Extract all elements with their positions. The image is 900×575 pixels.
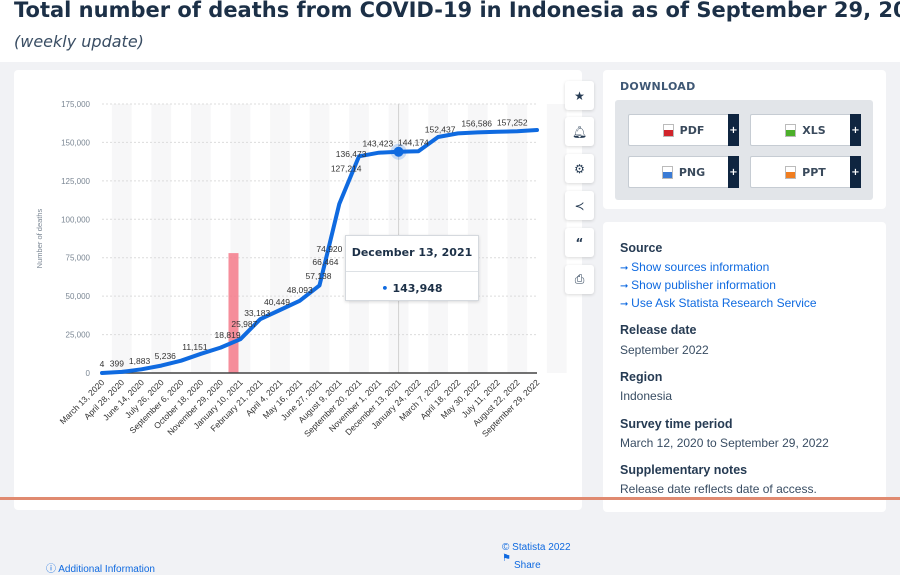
xls-file-icon bbox=[785, 124, 796, 137]
data-label: 156,586 bbox=[461, 118, 492, 128]
y-tick-label: 150,000 bbox=[61, 138, 90, 147]
favorite-button[interactable]: ★ bbox=[565, 81, 594, 110]
y-tick-label: 125,000 bbox=[61, 177, 90, 186]
download-ppt-button[interactable]: PPT + bbox=[750, 156, 861, 188]
star-icon: ★ bbox=[574, 89, 585, 103]
data-label: 18,819 bbox=[215, 330, 241, 340]
chart-card: 0 25,000 50,000 75,000 100,000 125,000 150,000… bbox=[14, 70, 582, 510]
print-icon: ⎙ bbox=[575, 272, 585, 287]
data-label: 157,252 bbox=[497, 117, 528, 127]
plus-icon[interactable]: + bbox=[728, 114, 739, 146]
y-tick-label: 100,000 bbox=[61, 215, 90, 224]
release-date-heading: Release date bbox=[620, 323, 696, 337]
header: Total number of deaths from COVID-19 in … bbox=[0, 0, 900, 62]
data-label: 1,883 bbox=[129, 356, 151, 366]
download-png-button[interactable]: PNG + bbox=[628, 156, 739, 188]
additional-information-link[interactable]: ⓘ Additional Information bbox=[46, 560, 155, 575]
source-heading: Source bbox=[620, 241, 662, 255]
highlight-bar bbox=[228, 253, 238, 373]
download-title: DOWNLOAD bbox=[620, 80, 696, 93]
info-icon: ⓘ bbox=[46, 564, 56, 575]
data-label: 152,437 bbox=[425, 125, 456, 135]
share-button[interactable]: ≺ bbox=[565, 191, 594, 220]
grid-band bbox=[547, 104, 567, 373]
data-label: 40,449 bbox=[264, 297, 290, 307]
xls-label: XLS bbox=[802, 124, 825, 137]
supplementary-notes-heading: Supplementary notes bbox=[620, 463, 747, 477]
notification-button[interactable]: 🔔︎ bbox=[565, 117, 594, 146]
ppt-file-icon bbox=[785, 166, 796, 179]
quote-icon: “ bbox=[576, 236, 584, 250]
copyright-text: © Statista 2022 bbox=[502, 542, 571, 553]
data-label: 5,236 bbox=[155, 351, 177, 361]
settings-button[interactable]: ⚙ bbox=[565, 154, 594, 183]
data-label: 4 bbox=[100, 359, 105, 369]
flag-icon: ⚑ bbox=[502, 553, 511, 564]
page-title: Total number of deaths from COVID-19 in … bbox=[14, 0, 900, 22]
download-card: DOWNLOAD PDF + XLS + PNG + PPT + bbox=[603, 70, 886, 209]
pdf-label: PDF bbox=[680, 124, 705, 137]
show-sources-link[interactable]: Show sources information bbox=[620, 260, 769, 274]
region-value: Indonesia bbox=[620, 389, 672, 403]
grid-band bbox=[270, 104, 290, 373]
show-publisher-link[interactable]: Show publisher information bbox=[620, 278, 776, 292]
y-tick-label: 175,000 bbox=[61, 100, 90, 109]
y-tick-label: 50,000 bbox=[66, 292, 91, 301]
supplementary-notes-value: Release date reflects date of access. bbox=[620, 482, 817, 496]
share-icon: ≺ bbox=[574, 199, 584, 213]
grid-band bbox=[112, 104, 132, 373]
pdf-file-icon bbox=[663, 124, 674, 137]
png-label: PNG bbox=[679, 166, 705, 179]
download-pdf-button[interactable]: PDF + bbox=[628, 114, 739, 146]
cite-button[interactable]: “ bbox=[565, 228, 594, 257]
data-label: 33,183 bbox=[244, 308, 270, 318]
grid-band bbox=[507, 104, 527, 373]
data-label: 57,138 bbox=[306, 271, 332, 281]
gear-icon: ⚙ bbox=[574, 162, 585, 176]
print-button[interactable]: ⎙ bbox=[565, 265, 594, 294]
download-xls-button[interactable]: XLS + bbox=[750, 114, 861, 146]
chart-tooltip: December 13, 2021 143,948 bbox=[345, 235, 479, 301]
plus-icon[interactable]: + bbox=[850, 156, 861, 188]
page-subtitle: (weekly update) bbox=[14, 32, 144, 51]
download-options: PDF + XLS + PNG + PPT + bbox=[615, 100, 873, 200]
survey-period-value: March 12, 2020 to September 29, 2022 bbox=[620, 436, 829, 450]
line-chart: 0 25,000 50,000 75,000 100,000 125,000 150,000… bbox=[14, 70, 582, 510]
data-label: 399 bbox=[110, 358, 124, 368]
region-heading: Region bbox=[620, 370, 662, 384]
data-label: 11,151 bbox=[182, 342, 208, 352]
bell-icon: 🔔︎ bbox=[572, 125, 587, 139]
info-card: Source Show sources information Show pub… bbox=[603, 222, 886, 512]
data-label: 74,920 bbox=[316, 244, 342, 254]
grid-band bbox=[310, 104, 330, 373]
additional-information-label: Additional Information bbox=[58, 564, 155, 575]
y-tick-label: 75,000 bbox=[66, 254, 91, 263]
png-image-icon bbox=[662, 166, 673, 179]
ask-statista-link[interactable]: Use Ask Statista Research Service bbox=[620, 296, 817, 310]
grid-band bbox=[151, 104, 171, 373]
data-label: 25,987 bbox=[231, 319, 257, 329]
data-label: 48,093 bbox=[287, 285, 313, 295]
data-label: 127,214 bbox=[331, 163, 362, 173]
plus-icon[interactable]: + bbox=[728, 156, 739, 188]
hover-point bbox=[394, 147, 404, 157]
data-label: 136,473 bbox=[336, 149, 367, 159]
data-label: 66,464 bbox=[312, 257, 338, 267]
grid-band bbox=[191, 104, 211, 373]
data-label: 143,423 bbox=[362, 139, 393, 149]
tooltip-divider bbox=[346, 271, 478, 272]
release-date-value: September 2022 bbox=[620, 343, 709, 357]
y-tick-label: 0 bbox=[86, 369, 91, 378]
share-link[interactable]: Share bbox=[514, 560, 541, 571]
tooltip-date: December 13, 2021 bbox=[346, 246, 478, 259]
y-axis-title: Number of deaths bbox=[35, 208, 44, 268]
plus-icon[interactable]: + bbox=[850, 114, 861, 146]
survey-period-heading: Survey time period bbox=[620, 417, 733, 431]
y-tick-label: 25,000 bbox=[66, 331, 91, 340]
ppt-label: PPT bbox=[802, 166, 826, 179]
tooltip-value: 143,948 bbox=[346, 282, 478, 295]
